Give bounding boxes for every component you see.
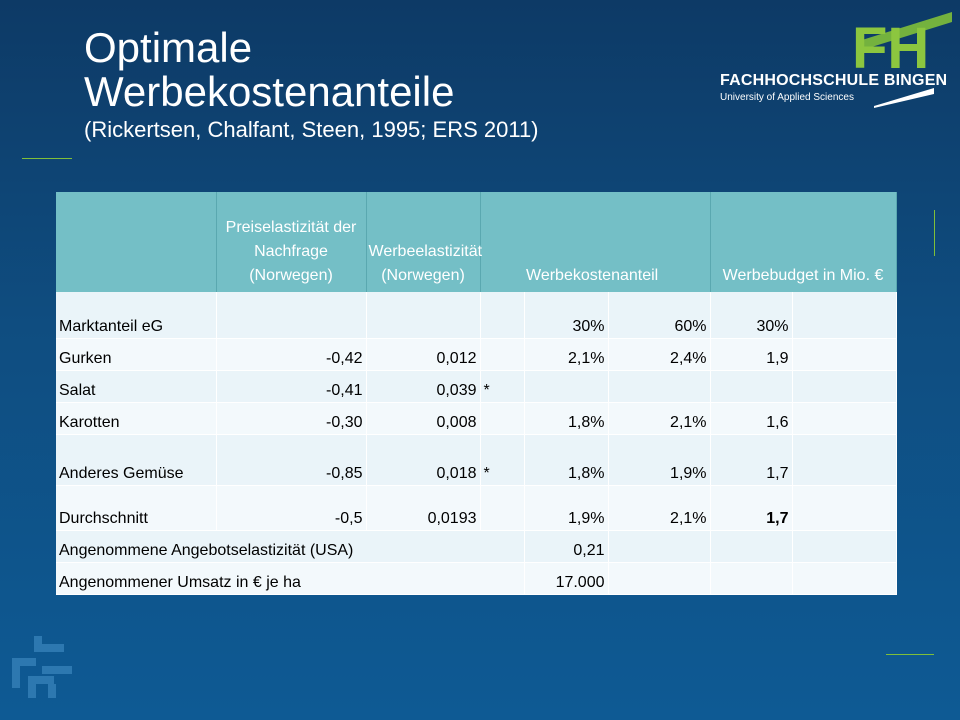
table-row: Salat -0,41 0,039 *: [56, 370, 897, 403]
cell: 0,012: [366, 338, 481, 371]
row-label: Salat: [56, 370, 217, 403]
cell: [792, 434, 897, 486]
header-empty-2: [480, 192, 524, 292]
assumed-supply-label: Angenommene Angebotselastizität (USA): [56, 530, 525, 563]
row-label: Gurken: [56, 338, 217, 371]
cell: 1,7: [710, 434, 793, 486]
logo-name: FACHHOCHSCHULE BINGEN: [720, 72, 948, 89]
divider-right-vertical: [934, 210, 935, 256]
cell: 2,1%: [608, 402, 711, 435]
slide-title-line1: Optimale: [84, 24, 253, 71]
cell: [792, 338, 897, 371]
cell: [608, 530, 711, 563]
header-ad-cost-share: Werbekostenanteil: [524, 192, 711, 292]
assumed-supply-value: 0,21: [524, 530, 609, 563]
data-table-wrapper: Preiselastizität der Nachfrage (Norwegen…: [56, 192, 897, 595]
title-block: Optimale Werbekostenanteile (Rickertsen,…: [84, 26, 539, 144]
cell: -0,85: [216, 434, 367, 486]
cell: [792, 292, 897, 339]
cell: [480, 292, 525, 339]
cell: 1,9%: [524, 485, 609, 531]
table-row: Angenommener Umsatz in € je ha 17.000: [56, 562, 897, 595]
fh-bingen-logo: FH FACHHOCHSCHULE BINGEN University of A…: [712, 10, 952, 110]
cell: [480, 338, 525, 371]
cell: [792, 562, 897, 595]
cell: 1,6: [710, 402, 793, 435]
cell: [792, 370, 897, 403]
cell: [608, 562, 711, 595]
table-row: Durchschnitt -0,5 0,0193 1,9% 2,1% 1,7: [56, 485, 897, 531]
cell: [480, 402, 525, 435]
cell: *: [480, 434, 525, 486]
cell: 1,9%: [608, 434, 711, 486]
table-row: Karotten -0,30 0,008 1,8% 2,1% 1,6: [56, 402, 897, 435]
cell: 0,0193: [366, 485, 481, 531]
header-ad-elasticity: Werbeelastizität (Norwegen): [366, 192, 482, 292]
cell: [480, 485, 525, 531]
cell: 30%: [710, 292, 793, 339]
table-row: Angenommene Angebotselastizität (USA) 0,…: [56, 530, 897, 563]
corner-pattern-icon: [12, 636, 72, 698]
cell: 2,1%: [608, 485, 711, 531]
cell: [524, 370, 609, 403]
logo-tagline: University of Applied Sciences: [720, 92, 854, 103]
logo-letters: FH: [852, 16, 929, 72]
cell: [792, 402, 897, 435]
cell: [366, 292, 481, 339]
cell: 1,9: [710, 338, 793, 371]
row-label: Karotten: [56, 402, 217, 435]
table-header-row: Preiselastizität der Nachfrage (Norwegen…: [56, 192, 897, 292]
row-label: Marktanteil eG: [56, 292, 217, 339]
cell: [710, 530, 793, 563]
cell: [792, 485, 897, 531]
header-price-elasticity: Preiselastizität der Nachfrage (Norwegen…: [216, 192, 367, 292]
row-label: Anderes Gemüse: [56, 434, 217, 486]
slide-subtitle: (Rickertsen, Chalfant, Steen, 1995; ERS …: [84, 117, 539, 142]
divider-left-top: [22, 158, 72, 159]
cell: [792, 530, 897, 563]
cell: *: [480, 370, 525, 403]
logo-swoosh-icon: [874, 88, 934, 108]
cell: -0,41: [216, 370, 367, 403]
fh-logo-icon: FH: [852, 12, 952, 81]
row-label: Durchschnitt: [56, 485, 217, 531]
cell: 2,4%: [608, 338, 711, 371]
cell: [216, 292, 367, 339]
cell: -0,30: [216, 402, 367, 435]
cell: 30%: [524, 292, 609, 339]
header-ad-cost-share-label: Werbekostenanteil: [526, 267, 659, 284]
cell: -0,42: [216, 338, 367, 371]
cell: -0,5: [216, 485, 367, 531]
assumed-revenue-label: Angenommener Umsatz in € je ha: [56, 562, 525, 595]
cell: 0,018: [366, 434, 481, 486]
header-ad-budget: Werbebudget in Mio. €: [710, 192, 897, 292]
cell: 0,008: [366, 402, 481, 435]
header-empty: [56, 192, 217, 292]
table-row: Gurken -0,42 0,012 2,1% 2,4% 1,9: [56, 338, 897, 371]
cell: [710, 562, 793, 595]
table-row: Marktanteil eG 30% 60% 30%: [56, 292, 897, 339]
cell: 1,8%: [524, 434, 609, 486]
assumed-revenue-value: 17.000: [524, 562, 609, 595]
divider-right-bottom: [886, 654, 934, 655]
cell: [608, 370, 711, 403]
slide-title-line2: Werbekostenanteile: [84, 68, 455, 115]
cell: 1,7: [710, 485, 793, 531]
cell: 0,039: [366, 370, 481, 403]
cell: 1,8%: [524, 402, 609, 435]
cell: 2,1%: [524, 338, 609, 371]
cell: [710, 370, 793, 403]
cell: 60%: [608, 292, 711, 339]
table-row: Anderes Gemüse -0,85 0,018 * 1,8% 1,9% 1…: [56, 434, 897, 486]
data-table: Preiselastizität der Nachfrage (Norwegen…: [56, 192, 897, 595]
